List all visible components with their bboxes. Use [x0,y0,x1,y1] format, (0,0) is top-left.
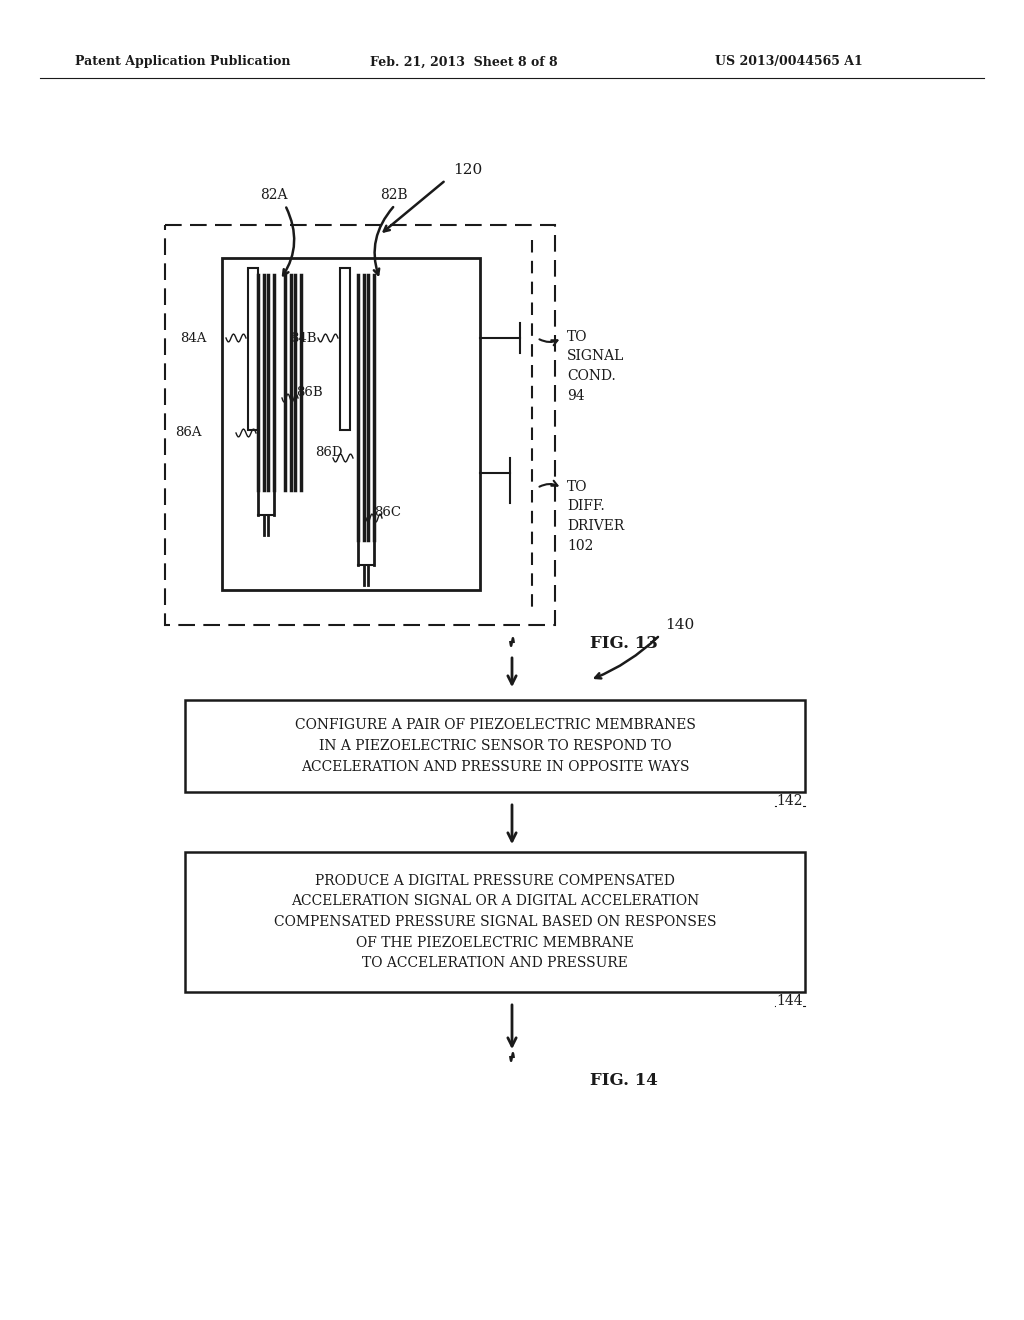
Bar [222,257,480,590]
Text: 140: 140 [665,618,694,632]
Text: FIG. 13: FIG. 13 [590,635,657,652]
Text: US 2013/0044565 A1: US 2013/0044565 A1 [715,55,863,69]
Text: PRODUCE A DIGITAL PRESSURE COMPENSATED
ACCELERATION SIGNAL OR A DIGITAL ACCELERA: PRODUCE A DIGITAL PRESSURE COMPENSATED A… [273,874,716,970]
Text: 84A: 84A [180,331,207,345]
Text: CONFIGURE A PAIR OF PIEZOELECTRIC MEMBRANES
IN A PIEZOELECTRIC SENSOR TO RESPOND: CONFIGURE A PAIR OF PIEZOELECTRIC MEMBRA… [295,718,695,774]
Bar [185,851,805,993]
Text: 86D: 86D [315,446,342,459]
Text: Feb. 21, 2013  Sheet 8 of 8: Feb. 21, 2013 Sheet 8 of 8 [370,55,558,69]
Text: TO
SIGNAL
COND.
94: TO SIGNAL COND. 94 [567,330,625,403]
Bar [165,224,555,624]
Text: 86C: 86C [374,507,401,520]
Text: 82A: 82A [260,187,288,202]
Text: 120: 120 [454,162,483,177]
Bar [248,268,258,430]
Text: FIG. 14: FIG. 14 [590,1072,657,1089]
Text: 86A: 86A [175,426,202,440]
Text: 142: 142 [776,795,803,808]
Bar [185,700,805,792]
Text: Patent Application Publication: Patent Application Publication [75,55,291,69]
Text: 86B: 86B [296,387,323,400]
Text: 84B: 84B [290,331,316,345]
Bar [340,268,350,430]
Text: 144: 144 [776,994,803,1008]
Text: 82B: 82B [380,187,408,202]
Text: TO
DIFF.
DRIVER
102: TO DIFF. DRIVER 102 [567,480,625,553]
